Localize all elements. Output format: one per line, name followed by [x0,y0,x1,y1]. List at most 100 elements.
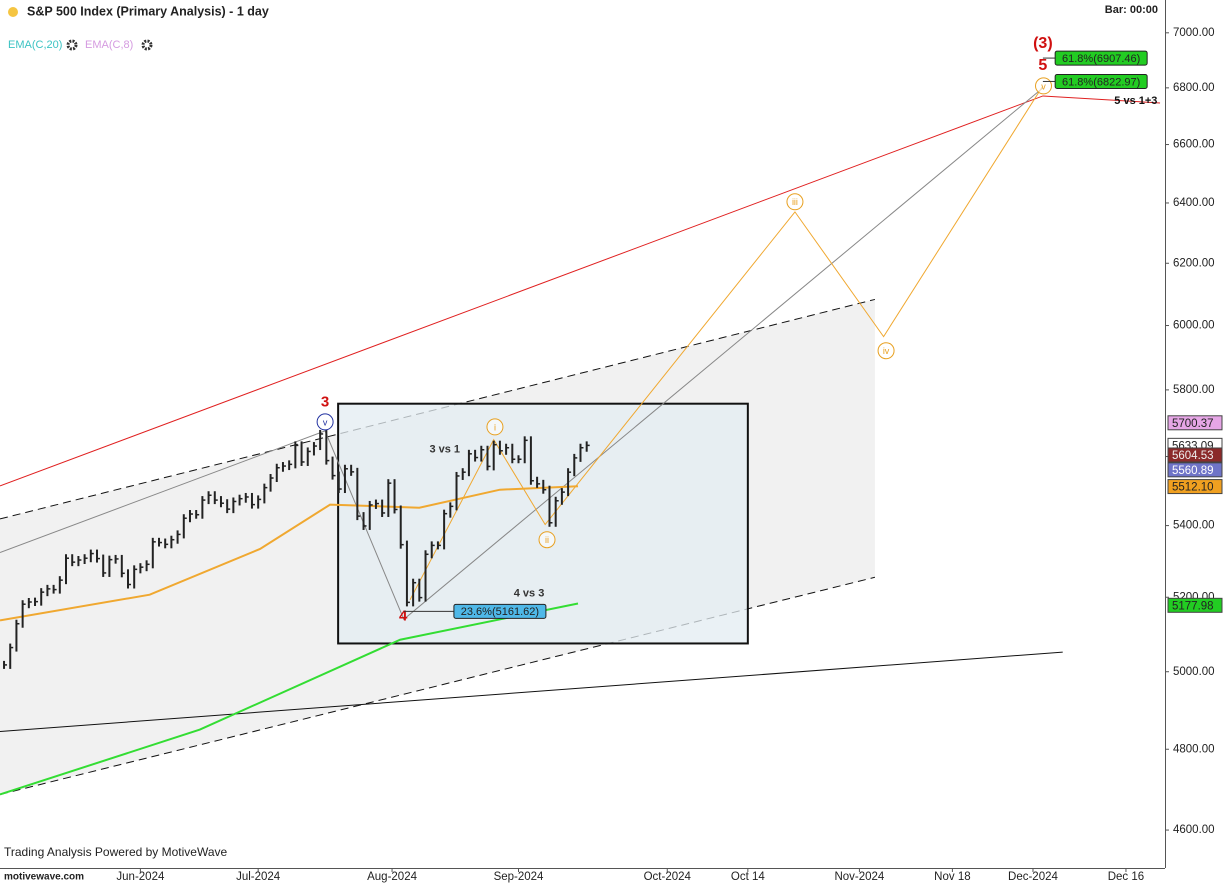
price-tag [1167,415,1223,431]
channel-line [0,576,876,795]
price-bar [362,512,367,530]
x-tick-label: Oct 14 [731,871,765,883]
gear-icon[interactable] [66,39,78,51]
price-bar [164,538,169,549]
price-bar [498,440,503,455]
price-bar [418,578,423,602]
price-bar [201,496,206,519]
site: motivewave.com [4,872,84,883]
price-bar [257,495,262,509]
price-bar [281,462,286,472]
price-bar [529,436,534,485]
price-bar [34,597,39,607]
price-bar [306,447,311,466]
price-bar [213,491,218,505]
price-bar [188,510,193,523]
price-bar [170,535,175,549]
fib-box [453,603,547,619]
price-bar [96,549,101,563]
price-bar [120,554,125,578]
price-bar [52,584,57,594]
price-tag-label: 5604.53 [1172,450,1214,462]
price-tag [1167,597,1223,613]
price-bar [40,588,45,606]
price-bar [207,491,212,505]
price-bar [288,460,293,471]
price-bar [430,541,435,559]
price-bar [368,500,373,530]
gear-icon[interactable] [66,39,78,51]
x-tick-label: Dec-2024 [1008,871,1058,883]
price-bar [517,455,522,464]
indicator-label: EMA(C,8) [85,39,133,51]
price-bar [467,449,472,477]
x-tick-label: Jul-2024 [236,871,281,883]
price-bar [65,554,70,585]
price-bar [71,554,76,567]
annotation: i [494,422,496,432]
x-tick-label: Oct-2024 [644,871,692,883]
price-bar [269,474,274,492]
price-bar [424,550,429,602]
price-bar [455,471,460,511]
price-bar [505,443,510,455]
price-bar [300,441,305,466]
price-bar [436,541,441,550]
price-bar [393,479,398,514]
price-bar [405,540,410,607]
price-tag-label: 5512.10 [1172,482,1214,494]
annotation: 4 [399,608,408,625]
price-bar [461,468,466,480]
price-bar [560,488,565,505]
price-bar [27,598,32,609]
price-bar [585,441,590,452]
price-bar [133,565,138,589]
gear-icon[interactable] [141,39,153,51]
price-bar [108,555,113,577]
price-tag-label: 5560.89 [1172,465,1214,477]
y-tick-label: 6200.00 [1173,257,1215,269]
price-bar [21,600,26,628]
price-bar [480,445,485,462]
price-bar [412,578,417,607]
annotation: 3 vs 1 [429,443,460,455]
price-bar [486,445,491,471]
gear-icon[interactable] [141,39,153,51]
price-bar [492,440,497,471]
annotation: iii [792,197,798,207]
price-bar [554,496,559,527]
price-bar [331,456,336,480]
chart-title: S&P 500 Index (Primary Analysis) - 1 day [27,4,269,18]
price-bar [219,496,224,508]
price-bar [3,660,8,669]
status-dot [8,7,18,17]
price-bar [319,429,324,451]
price-tag-label: 5177.98 [1172,600,1214,612]
annotation: (3) [1033,35,1053,52]
x-tick-label: Jun-2024 [116,871,165,883]
fib-box [1054,73,1148,89]
fib-label: 61.8%(6907.46) [1062,53,1140,65]
bar-time: Bar: 00:00 [1105,4,1158,16]
price-bar [238,494,243,506]
price-bar [275,463,280,483]
x-tick-label: Sep-2024 [494,871,544,883]
price-bar [232,497,237,514]
wave-circle [877,342,895,360]
overlay-line [0,651,1063,733]
price-bar [350,464,355,476]
y-tick-label: 6400.00 [1173,197,1215,209]
overlay-line [409,85,1044,601]
price-bar [77,556,82,567]
price-bar [151,537,156,569]
price-bar [325,429,330,465]
price-bar [567,468,572,497]
price-tag [1167,479,1223,495]
x-tick-label: Nov-2024 [834,871,884,883]
annotation: 4 vs 3 [514,587,545,599]
annotation: 5 vs 1+3 [1114,95,1157,107]
price-bar [511,443,516,464]
y-tick-label: 7000.00 [1173,27,1215,39]
price-bar [374,499,379,509]
